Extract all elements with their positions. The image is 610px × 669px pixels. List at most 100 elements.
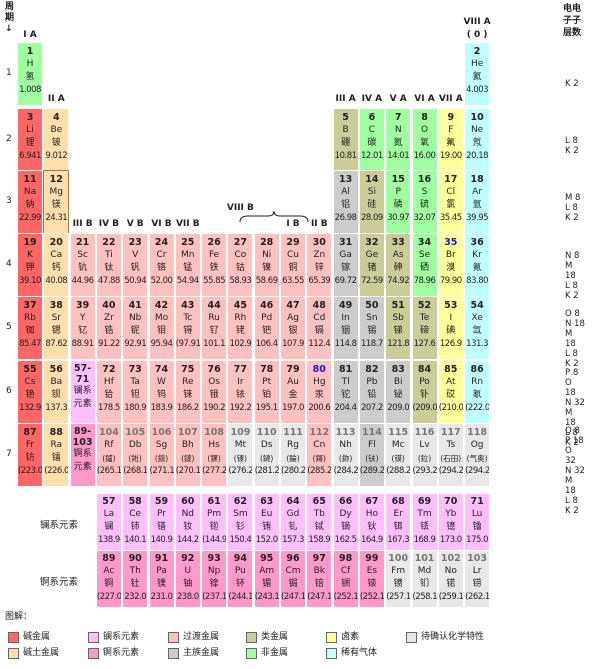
element-cell[interactable]: 51 Sb 锑 121.8	[385, 296, 412, 360]
element-cell[interactable]: 1 H 氢 1.008	[17, 42, 43, 106]
element-cell[interactable]: 69 Tm 铥 168.9	[411, 493, 438, 551]
element-cell[interactable]: 88 Ra 镭 (226.0)	[43, 423, 70, 487]
element-cell[interactable]: 7 N 氮 14.01	[385, 108, 412, 172]
element-cell[interactable]: 87 Fr 钫 (223.0)	[17, 423, 43, 487]
element-cell[interactable]: 30 Zn 锌 65.39	[306, 233, 333, 297]
element-cell[interactable]: 38 Sr 锶 87.62	[43, 296, 70, 360]
element-cell[interactable]: 67 Ho 钬 164.9	[358, 493, 385, 551]
element-cell[interactable]: 54 Xe 氙 131.3	[464, 296, 491, 360]
element-cell[interactable]: 16 S 硫 32.07	[411, 170, 438, 234]
element-cell[interactable]: 95 Am 镅 (243.1)	[253, 550, 280, 608]
element-cell[interactable]: 73 Ta 钽 180.9	[122, 360, 149, 424]
element-cell[interactable]: 40 Zr 锆 91.22	[95, 296, 122, 360]
element-cell[interactable]: 72 Hf 铪 178.5	[95, 360, 122, 424]
element-cell[interactable]: 37 Rb 铷 85.47	[17, 296, 43, 360]
element-cell[interactable]: 8 O 氧 16.00	[411, 108, 438, 172]
element-cell[interactable]: 80 Hg 汞 200.6	[306, 360, 333, 424]
element-cell[interactable]: 78 Pt 铂 195.1	[253, 360, 280, 424]
element-cell[interactable]: 5 B 硼 10.81	[332, 108, 359, 172]
element-cell[interactable]: 98 Cf 锎 (252.1)	[332, 550, 359, 608]
element-cell[interactable]: 112 Cn (鎶) (285.2)	[306, 423, 333, 487]
element-cell[interactable]: 117 Ts (石田) (294.2)	[437, 423, 464, 487]
element-cell[interactable]: 25 Mn 锰 54.94	[174, 233, 201, 297]
element-cell[interactable]: 90 Th 钍 232.0	[122, 550, 149, 608]
element-cell[interactable]: 79 Au 金 197.0	[280, 360, 306, 424]
element-cell[interactable]: 96 Cm 锔 (247.1)	[280, 550, 306, 608]
element-cell[interactable]: 46 Pd 钯 106.4	[253, 296, 280, 360]
element-cell[interactable]: 24 Cr 铬 52.00	[148, 233, 175, 297]
element-cell[interactable]: 109 Mt (鿏) (276.2)	[227, 423, 254, 487]
element-cell[interactable]: 86 Rn 氡 (222.0)	[464, 360, 491, 424]
element-cell[interactable]: 36 Kr 氪 83.80	[464, 233, 491, 297]
element-cell[interactable]: 43 Tc 锝 (97.91)	[174, 296, 201, 360]
element-cell[interactable]: 31 Ga 镓 69.72	[332, 233, 359, 297]
element-cell[interactable]: 77 Ir 铱 192.2	[227, 360, 254, 424]
element-cell[interactable]: 99 Es 锿 (252.1)	[358, 550, 385, 608]
element-cell[interactable]: 61 Pm 钷 (144.9)	[201, 493, 228, 551]
element-cell[interactable]: 60 Nd 钕 144.2	[174, 493, 201, 551]
element-cell[interactable]: 103 Lr 铹 (262.1)	[464, 550, 491, 608]
element-cell[interactable]: 26 Fe 铁 55.85	[201, 233, 228, 297]
element-cell[interactable]: 47 Ag 银 107.9	[280, 296, 306, 360]
element-cell[interactable]: 28 Ni 镍 58.69	[253, 233, 280, 297]
element-cell[interactable]: 55 Cs 铯 132.9	[17, 360, 43, 424]
element-cell[interactable]: 45 Rh 铑 102.9	[227, 296, 254, 360]
element-cell[interactable]: 89- 103 锕系 元素	[69, 423, 96, 487]
element-cell[interactable]: 66 Dy 镝 162.5	[332, 493, 359, 551]
element-cell[interactable]: 106 Sg (𨭎) (271.1)	[148, 423, 175, 487]
element-cell[interactable]: 63 Eu 铕 152.0	[253, 493, 280, 551]
element-cell[interactable]: 53 I 碘 126.9	[437, 296, 464, 360]
element-cell[interactable]: 113 Nh (鉨) (284.2)	[332, 423, 359, 487]
element-cell[interactable]: 13 Al 铝 26.98	[332, 170, 359, 234]
element-cell[interactable]: 10 Ne 氖 20.18	[464, 108, 491, 172]
element-cell[interactable]: 68 Er 铒 167.3	[385, 493, 412, 551]
element-cell[interactable]: 71 Lu 镥 175.0	[464, 493, 491, 551]
element-cell[interactable]: 2 He 氦 4.003	[464, 42, 491, 106]
element-cell[interactable]: 102 No 锘 (259.1)	[437, 550, 464, 608]
element-cell[interactable]: 19 K 钾 39.10	[17, 233, 43, 297]
element-cell[interactable]: 33 As 砷 74.92	[385, 233, 412, 297]
element-cell[interactable]: 118 Og (气奥) (294.2)	[464, 423, 491, 487]
element-cell[interactable]: 58 Ce 铈 140.1	[122, 493, 149, 551]
element-cell[interactable]: 22 Ti 钛 47.88	[95, 233, 122, 297]
element-cell[interactable]: 65 Tb 铽 158.9	[306, 493, 333, 551]
element-cell[interactable]: 70 Yb 镱 173.0	[437, 493, 464, 551]
element-cell[interactable]: 94 Pu 钚 (244.1)	[227, 550, 254, 608]
element-cell[interactable]: 115 Mc (镆) (288.2)	[385, 423, 412, 487]
element-cell[interactable]: 49 In 铟 114.8	[332, 296, 359, 360]
element-cell[interactable]: 82 Pb 铅 207.2	[358, 360, 385, 424]
element-cell[interactable]: 62 Sm 钐 150.4	[227, 493, 254, 551]
element-cell[interactable]: 29 Cu 铜 63.55	[280, 233, 306, 297]
element-cell[interactable]: 89 Ac 锕 (227.0)	[95, 550, 122, 608]
element-cell[interactable]: 57- 71 镧系 元素	[69, 360, 96, 424]
element-cell[interactable]: 104 Rf (鑪) (265.1)	[95, 423, 122, 487]
element-cell[interactable]: 84 Po 钋 (209.0)	[411, 360, 438, 424]
element-cell[interactable]: 34 Se 硒 78.96	[411, 233, 438, 297]
element-cell[interactable]: 9 F 氟 19.00	[437, 108, 464, 172]
element-cell[interactable]: 32 Ge 锗 72.59	[358, 233, 385, 297]
element-cell[interactable]: 56 Ba 钡 137.3	[43, 360, 70, 424]
element-cell[interactable]: 17 Cl 氯 35.45	[437, 170, 464, 234]
element-cell[interactable]: 20 Ca 钙 40.08	[43, 233, 70, 297]
element-cell[interactable]: 12 Mg 镁 24.31	[43, 170, 70, 234]
element-cell[interactable]: 27 Co 钴 58.93	[227, 233, 254, 297]
element-cell[interactable]: 59 Pr 镨 140.9	[148, 493, 175, 551]
element-cell[interactable]: 44 Ru 钌 101.1	[201, 296, 228, 360]
element-cell[interactable]: 57 La 镧 138.9	[95, 493, 122, 551]
element-cell[interactable]: 91 Pa 镤 231.0	[148, 550, 175, 608]
element-cell[interactable]: 6 C 碳 12.01	[358, 108, 385, 172]
element-cell[interactable]: 76 Os 锇 190.2	[201, 360, 228, 424]
element-cell[interactable]: 64 Gd 钆 157.3	[280, 493, 306, 551]
element-cell[interactable]: 92 U 铀 238.0	[174, 550, 201, 608]
element-cell[interactable]: 74 W 钨 183.9	[148, 360, 175, 424]
element-cell[interactable]: 107 Bh (𨨏) (270.1)	[174, 423, 201, 487]
element-cell[interactable]: 101 Md 钔 (258.1)	[411, 550, 438, 608]
element-cell[interactable]: 81 Tl 铊 204.4	[332, 360, 359, 424]
element-cell[interactable]: 21 Sc 钪 44.96	[69, 233, 96, 297]
element-cell[interactable]: 100 Fm 镄 (257.1)	[385, 550, 412, 608]
element-cell[interactable]: 111 Rg (錀) (280.2)	[280, 423, 306, 487]
element-cell[interactable]: 83 Bi 铋 209.0	[385, 360, 412, 424]
element-cell[interactable]: 50 Sn 锡 118.7	[358, 296, 385, 360]
element-cell[interactable]: 110 Ds (鐽) (281.2)	[253, 423, 280, 487]
element-cell[interactable]: 114 Fl (𫓧) (289.2)	[358, 423, 385, 487]
